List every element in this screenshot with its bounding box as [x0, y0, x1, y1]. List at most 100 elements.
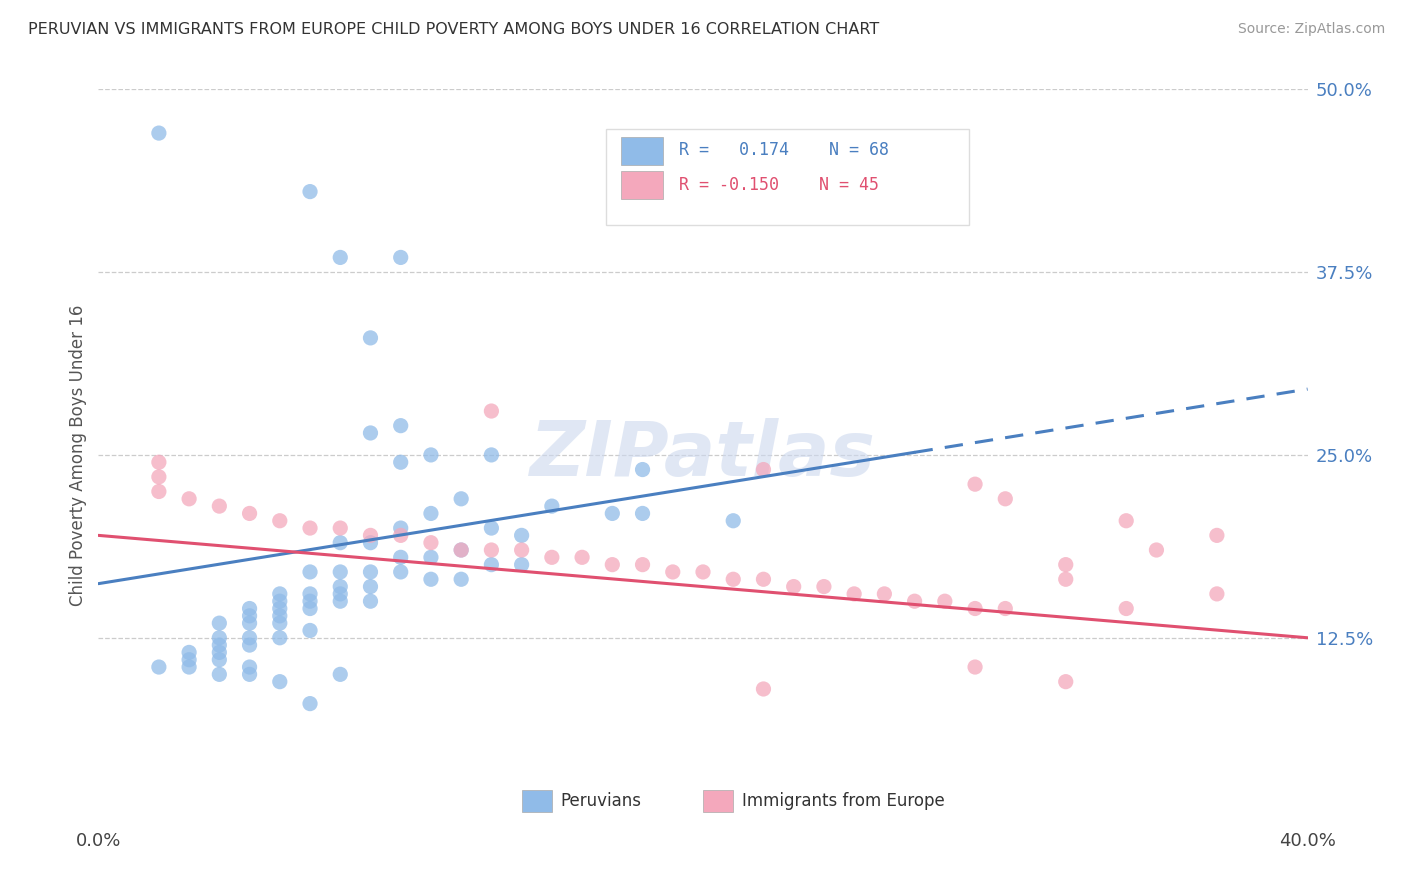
Point [904, 594, 927, 608]
Point [602, 558, 624, 572]
Point [450, 543, 472, 558]
Point [269, 631, 291, 645]
Point [389, 455, 412, 469]
Point [269, 674, 291, 689]
Point [269, 587, 291, 601]
Point [631, 558, 654, 572]
Point [269, 601, 291, 615]
Point [329, 594, 352, 608]
Text: R =   0.174    N = 68: R = 0.174 N = 68 [679, 141, 889, 159]
Point [994, 491, 1017, 506]
FancyBboxPatch shape [606, 129, 969, 225]
Point [420, 550, 443, 565]
Point [1054, 572, 1077, 586]
Point [239, 667, 262, 681]
Point [269, 514, 291, 528]
Point [239, 631, 262, 645]
Point [723, 572, 745, 586]
Point [299, 697, 322, 711]
Point [148, 660, 170, 674]
Point [239, 507, 262, 521]
Point [360, 425, 382, 440]
Point [934, 594, 956, 608]
Point [179, 491, 201, 506]
Point [208, 616, 231, 631]
Point [481, 448, 503, 462]
Point [148, 126, 170, 140]
Point [723, 514, 745, 528]
Point [148, 470, 170, 484]
Point [1115, 514, 1137, 528]
Point [1054, 674, 1077, 689]
FancyBboxPatch shape [621, 171, 664, 199]
Point [239, 608, 262, 623]
Point [208, 667, 231, 681]
Point [208, 638, 231, 652]
Point [510, 558, 533, 572]
Point [481, 404, 503, 418]
Point [965, 660, 987, 674]
Point [208, 645, 231, 659]
Point [269, 616, 291, 631]
Point [752, 462, 775, 476]
Point [329, 521, 352, 535]
Point [420, 572, 443, 586]
Point [299, 587, 322, 601]
Point [360, 535, 382, 549]
Point [481, 521, 503, 535]
Point [329, 251, 352, 265]
Point [239, 616, 262, 631]
Point [1206, 587, 1229, 601]
Point [269, 594, 291, 608]
Point [752, 681, 775, 696]
Point [299, 601, 322, 615]
Point [631, 462, 654, 476]
Point [450, 572, 472, 586]
Point [389, 521, 412, 535]
Point [299, 624, 322, 638]
Point [239, 638, 262, 652]
Point [602, 507, 624, 521]
Point [329, 580, 352, 594]
Point [450, 491, 472, 506]
Point [389, 528, 412, 542]
Point [994, 601, 1017, 615]
Point [1115, 601, 1137, 615]
Point [965, 601, 987, 615]
Point [571, 550, 593, 565]
Point [420, 507, 443, 521]
Point [148, 484, 170, 499]
Text: Source: ZipAtlas.com: Source: ZipAtlas.com [1237, 22, 1385, 37]
Point [208, 499, 231, 513]
Point [1206, 528, 1229, 542]
FancyBboxPatch shape [522, 790, 553, 812]
Point [752, 572, 775, 586]
Point [239, 660, 262, 674]
Point [208, 653, 231, 667]
Point [179, 653, 201, 667]
Text: Peruvians: Peruvians [561, 792, 641, 810]
Point [299, 185, 322, 199]
Point [420, 535, 443, 549]
Point [540, 550, 562, 565]
Text: PERUVIAN VS IMMIGRANTS FROM EUROPE CHILD POVERTY AMONG BOYS UNDER 16 CORRELATION: PERUVIAN VS IMMIGRANTS FROM EUROPE CHILD… [28, 22, 879, 37]
Point [360, 331, 382, 345]
Point [360, 528, 382, 542]
Point [329, 565, 352, 579]
Point [481, 558, 503, 572]
Point [360, 565, 382, 579]
Point [813, 580, 835, 594]
Point [389, 251, 412, 265]
Point [844, 587, 866, 601]
Point [540, 499, 562, 513]
Point [481, 543, 503, 558]
FancyBboxPatch shape [703, 790, 734, 812]
Point [329, 535, 352, 549]
Point [1054, 558, 1077, 572]
Point [420, 448, 443, 462]
Point [269, 608, 291, 623]
Point [510, 543, 533, 558]
Point [299, 521, 322, 535]
Point [360, 580, 382, 594]
FancyBboxPatch shape [621, 136, 664, 164]
